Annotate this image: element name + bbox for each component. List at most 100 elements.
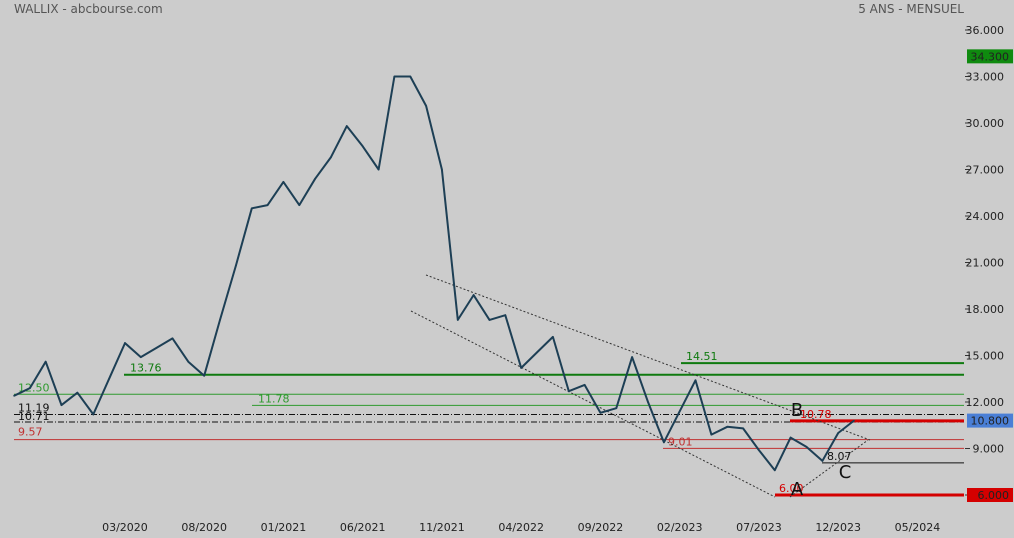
y-tick-label-21.000: 21.000 — [966, 257, 1005, 270]
price-point-2022-03 — [504, 314, 507, 317]
price-point-2020-02 — [108, 378, 110, 380]
x-tick-label-01/2021: 01/2021 — [261, 521, 307, 534]
level-label-8.07: 8.07 — [827, 450, 852, 463]
price-line-layer — [13, 75, 855, 472]
price-point-2019-10 — [44, 360, 47, 363]
price-point-2023-06 — [742, 427, 744, 430]
price-point-2020-07 — [187, 360, 190, 363]
level-label-10.78: 10.78 — [800, 408, 832, 421]
price-point-2023-02 — [678, 410, 681, 413]
trend-channel-line-1 — [425, 274, 871, 441]
price-point-2021-04 — [330, 156, 332, 158]
price-point-2022-08 — [583, 384, 586, 386]
price-point-2021-07 — [377, 168, 380, 171]
price-point-2022-05 — [536, 351, 538, 354]
y-tick-label-15.000: 15.000 — [966, 350, 1005, 363]
price-badge-34.300 — [967, 49, 1013, 64]
x-tick-label-12/2023: 12/2023 — [815, 521, 861, 534]
y-tick-label-36.000: 36.000 — [966, 24, 1005, 37]
x-tick-label-03/2020: 03/2020 — [102, 521, 148, 534]
y-tick-label-12.000: 12.000 — [966, 396, 1005, 409]
price-point-2021-06 — [361, 145, 364, 148]
y-tick-label-27.000: 27.000 — [966, 164, 1005, 177]
price-point-2023-11 — [821, 460, 824, 462]
price-point-2023-01 — [663, 441, 665, 444]
price-point-2022-11 — [631, 356, 633, 358]
price-point-2024-01 — [853, 419, 855, 422]
x-tick-label-09/2022: 09/2022 — [578, 521, 624, 534]
price-point-2023-07 — [758, 449, 760, 451]
level-label-10.71: 10.71 — [18, 410, 50, 423]
price-point-2022-02 — [488, 319, 491, 321]
x-axis: 03/2020 08/2020 01/2021 06/2021 11/2021 04/20… — [102, 521, 940, 534]
price-point-2022-06 — [552, 336, 554, 338]
price-point-2019-11 — [60, 404, 63, 406]
price-badge-10.800 — [967, 413, 1013, 428]
price-point-2023-04 — [710, 433, 713, 436]
wave-label-C: C — [839, 462, 852, 483]
annotation-layer: A B C — [791, 400, 851, 500]
x-tick-label-05/2024: 05/2024 — [895, 521, 941, 534]
price-point-2021-12 — [457, 319, 459, 321]
price-point-2023-08 — [774, 469, 776, 472]
price-point-2019-09 — [29, 387, 31, 389]
price-point-2020-06 — [171, 337, 174, 340]
level-label-14.51: 14.51 — [686, 350, 718, 363]
level-label-13.76: 13.76 — [130, 362, 162, 375]
price-point-2023-05 — [726, 426, 729, 428]
price-point-2020-05 — [155, 347, 158, 349]
price-point-2023-12 — [837, 432, 839, 434]
price-badge-6.000 — [967, 488, 1013, 502]
price-point-2021-01 — [282, 181, 285, 183]
price-point-2020-04 — [140, 356, 142, 358]
y-tick-label-30.000: 30.000 — [966, 117, 1005, 130]
price-point-2021-09 — [409, 75, 412, 78]
price-series-line — [13, 75, 855, 472]
price-point-2021-11 — [441, 168, 443, 171]
level-label-11.19: 11.19 — [18, 402, 50, 415]
price-point-2020-08 — [203, 374, 205, 377]
price-badge-label-10.800: 10.800 — [971, 415, 1010, 428]
price-point-2021-03 — [314, 178, 316, 180]
price-point-2022-04 — [520, 367, 522, 369]
price-point-2021-10 — [425, 105, 427, 107]
price-point-2022-10 — [615, 407, 618, 410]
trend-channel-line-3 — [789, 439, 869, 498]
price-point-2019-08 — [13, 395, 15, 397]
price-point-2021-05 — [346, 125, 348, 127]
trend-channel-layer — [410, 274, 871, 498]
x-tick-label-02/2023: 02/2023 — [657, 521, 703, 534]
level-label-9.57: 9.57 — [18, 426, 43, 439]
price-point-2023-03 — [694, 379, 697, 382]
price-point-2019-12 — [76, 391, 79, 394]
price-point-2020-03 — [124, 342, 126, 344]
chart-period-label: 5 ANS - MENSUEL — [858, 2, 964, 16]
y-tick-label-18.000: 18.000 — [966, 303, 1005, 316]
price-point-2022-12 — [647, 401, 649, 403]
y-tick-label-24.000: 24.000 — [966, 210, 1005, 223]
price-point-2023-09 — [789, 436, 792, 439]
price-point-2020-11 — [251, 207, 253, 210]
price-point-2020-01 — [92, 413, 95, 416]
price-point-2023-10 — [805, 446, 808, 448]
x-tick-label-04/2022: 04/2022 — [498, 521, 544, 534]
price-badge-label-34.300: 34.300 — [971, 50, 1010, 63]
price-point-2020-12 — [266, 204, 269, 206]
y-tick-label-9.000: 9.000 — [973, 443, 1005, 456]
y-tick-label-33.000: 33.000 — [966, 71, 1005, 84]
wave-label-B: B — [791, 400, 803, 421]
price-point-2021-08 — [393, 75, 396, 78]
chart-source-label: WALLIX - abcbourse.com — [14, 2, 163, 16]
y-axis: 6.000 9.000 12.000 15.000 18.000 21.000 24.000… — [965, 24, 1013, 502]
price-point-2021-02 — [298, 204, 301, 206]
x-tick-label-07/2023: 07/2023 — [736, 521, 782, 534]
price-point-2020-10 — [235, 264, 237, 267]
trend-channel-line-2 — [410, 310, 776, 498]
price-point-2022-07 — [568, 390, 570, 393]
x-tick-label-08/2020: 08/2020 — [181, 521, 227, 534]
level-label-9.01: 9.01 — [668, 435, 693, 448]
x-tick-label-11/2021: 11/2021 — [419, 521, 465, 534]
